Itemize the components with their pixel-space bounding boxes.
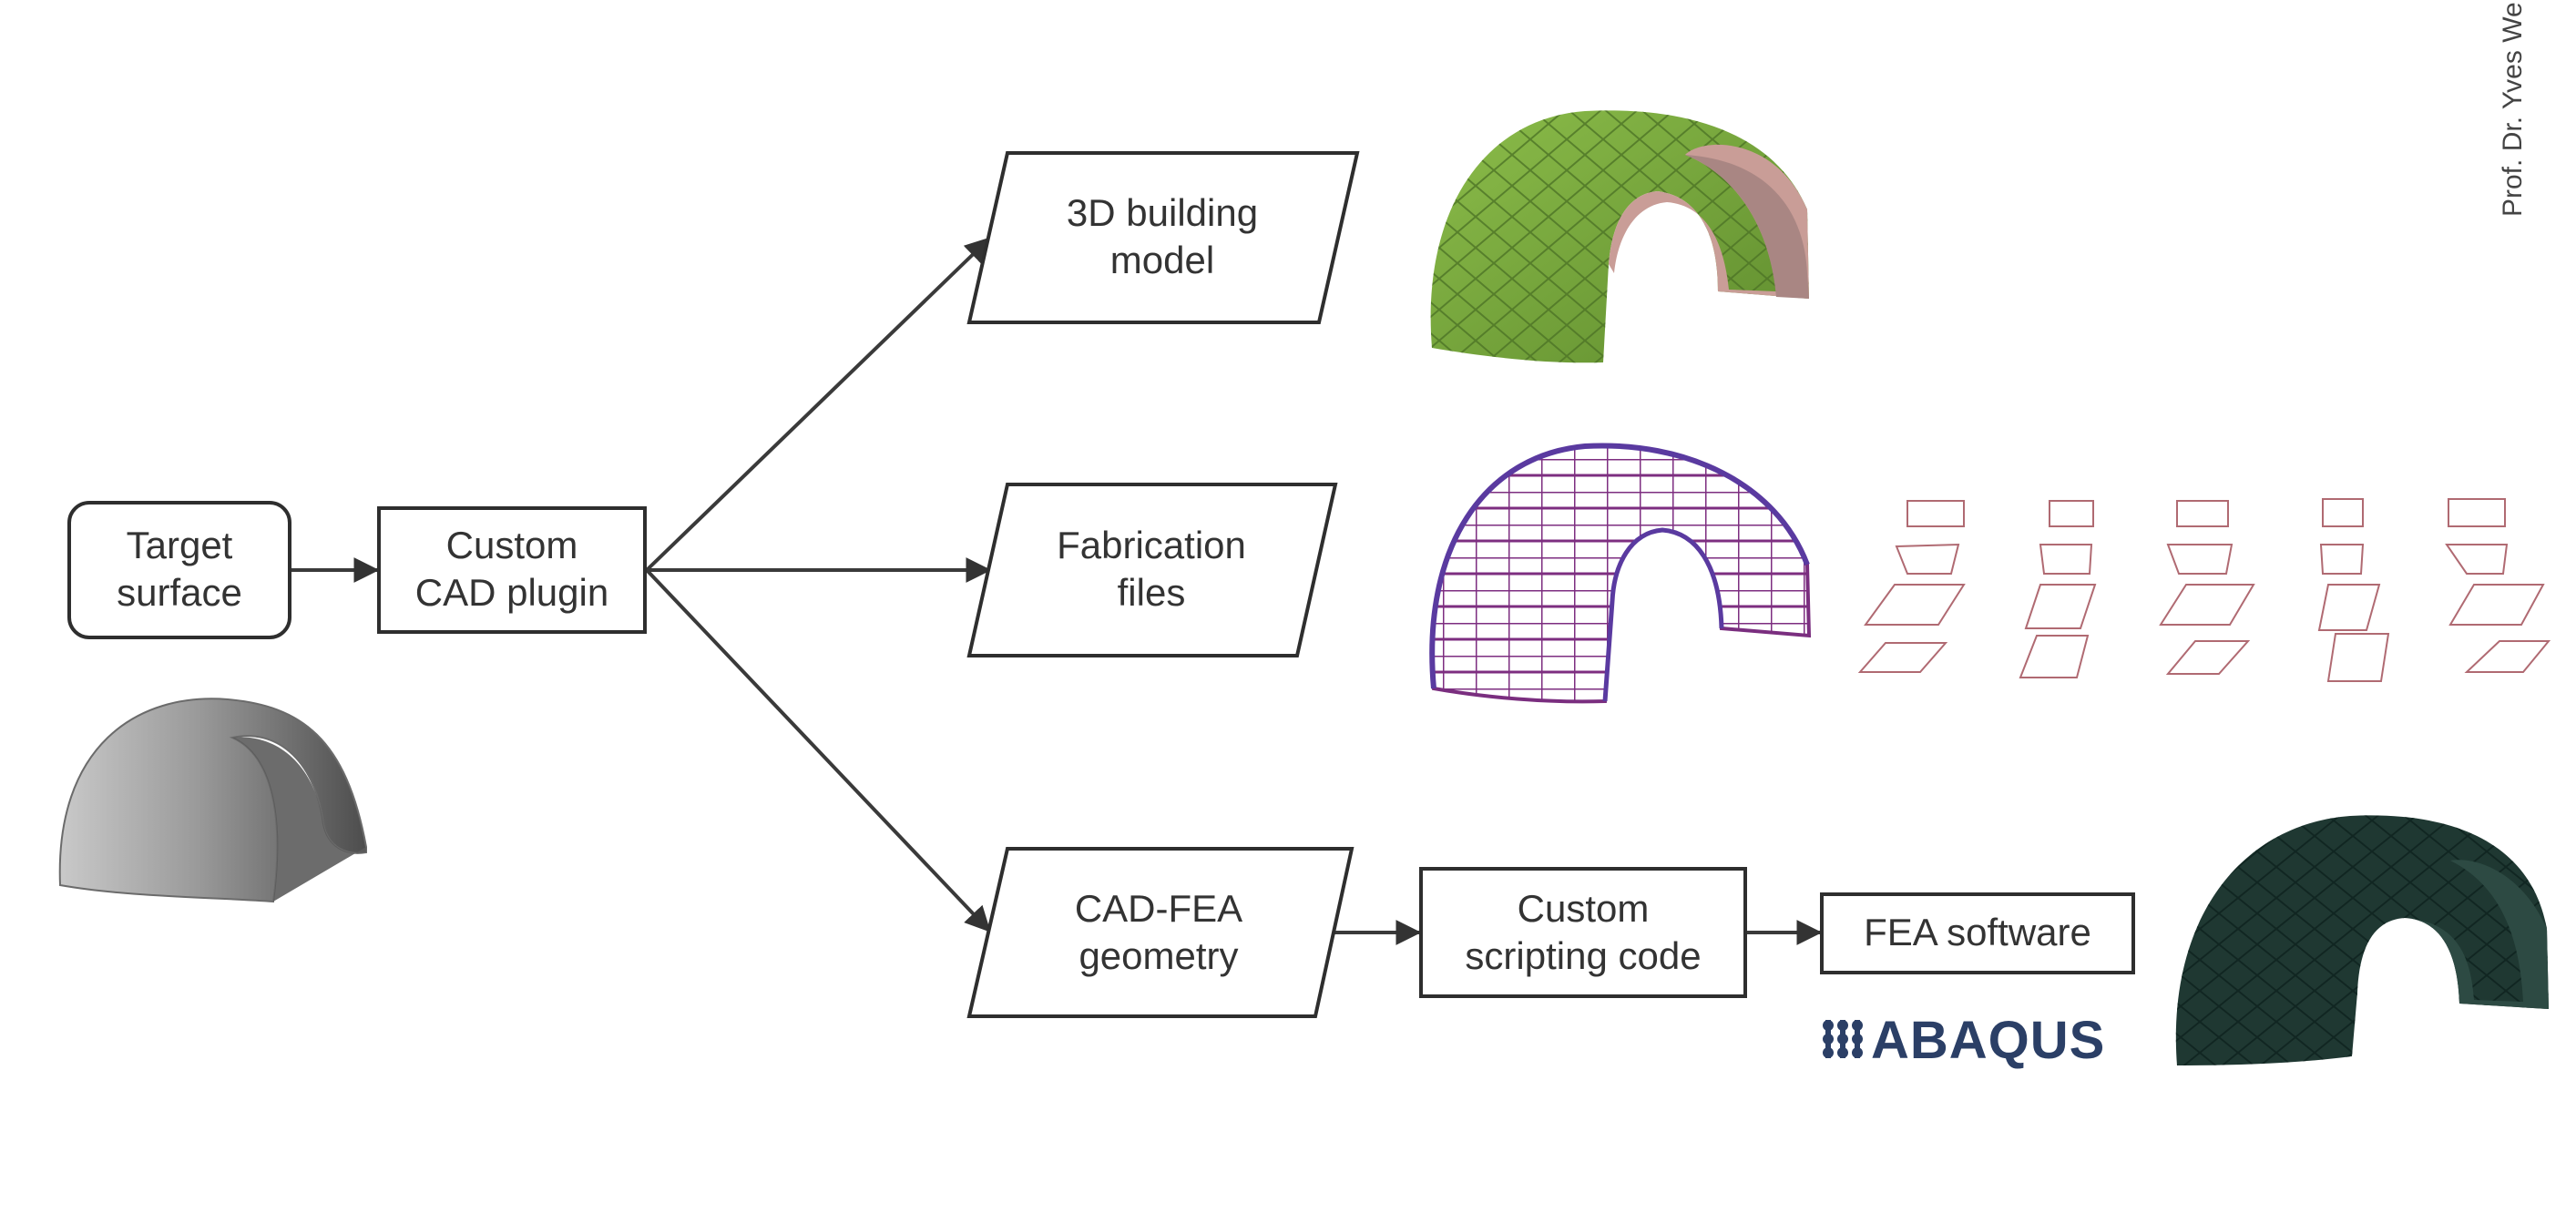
node-custom-scripting-code: Custom scripting code (1419, 867, 1747, 998)
target-surface-line2: surface (117, 571, 242, 614)
node-custom-cad-plugin: Custom CAD plugin (377, 506, 647, 634)
edge-plugin-to-building-model (645, 237, 991, 572)
node-fea-software: FEA software (1820, 892, 2135, 974)
cad-fea-line2: geometry (1078, 934, 1238, 977)
building-model-line1: 3D building (1067, 191, 1258, 234)
fabrication-parts (1857, 498, 2551, 682)
fabrication-files-line1: Fabrication (1057, 524, 1246, 566)
fabrication-files-line2: files (1118, 571, 1186, 614)
building-model-line2: model (1110, 239, 1214, 281)
scripting-code-line1: Custom (1518, 887, 1650, 930)
edge-plugin-to-cad-fea (645, 568, 991, 933)
fea-result-image (2175, 815, 2549, 1065)
abaqus-logo: ABAQUS (1823, 1011, 2105, 1070)
target-surface-line1: Target (127, 524, 233, 566)
custom-cad-plugin-line2: CAD plugin (415, 571, 608, 614)
custom-cad-plugin-line1: Custom (446, 524, 578, 566)
fabrication-frame-image (1429, 443, 1812, 704)
abaqus-logo-mark-icon (1823, 1020, 1863, 1058)
node-cad-fea-geometry: CAD-FEA geometry (966, 847, 1354, 1018)
author-credit-text: Prof. Dr. Yves We (2498, 2, 2528, 217)
scripting-code-line2: scripting code (1465, 934, 1701, 977)
abaqus-logo-text: ABAQUS (1871, 1011, 2105, 1070)
node-target-surface: Target surface (67, 501, 291, 639)
building-model-image (1430, 110, 1809, 363)
fea-software-label: FEA software (1864, 911, 2091, 953)
cad-fea-line1: CAD-FEA (1075, 887, 1242, 930)
node-fabrication-files: Fabrication files (966, 483, 1338, 657)
node-3d-building-model: 3D building model (966, 151, 1360, 324)
target-surface-image (58, 698, 367, 903)
edges (290, 237, 1823, 945)
